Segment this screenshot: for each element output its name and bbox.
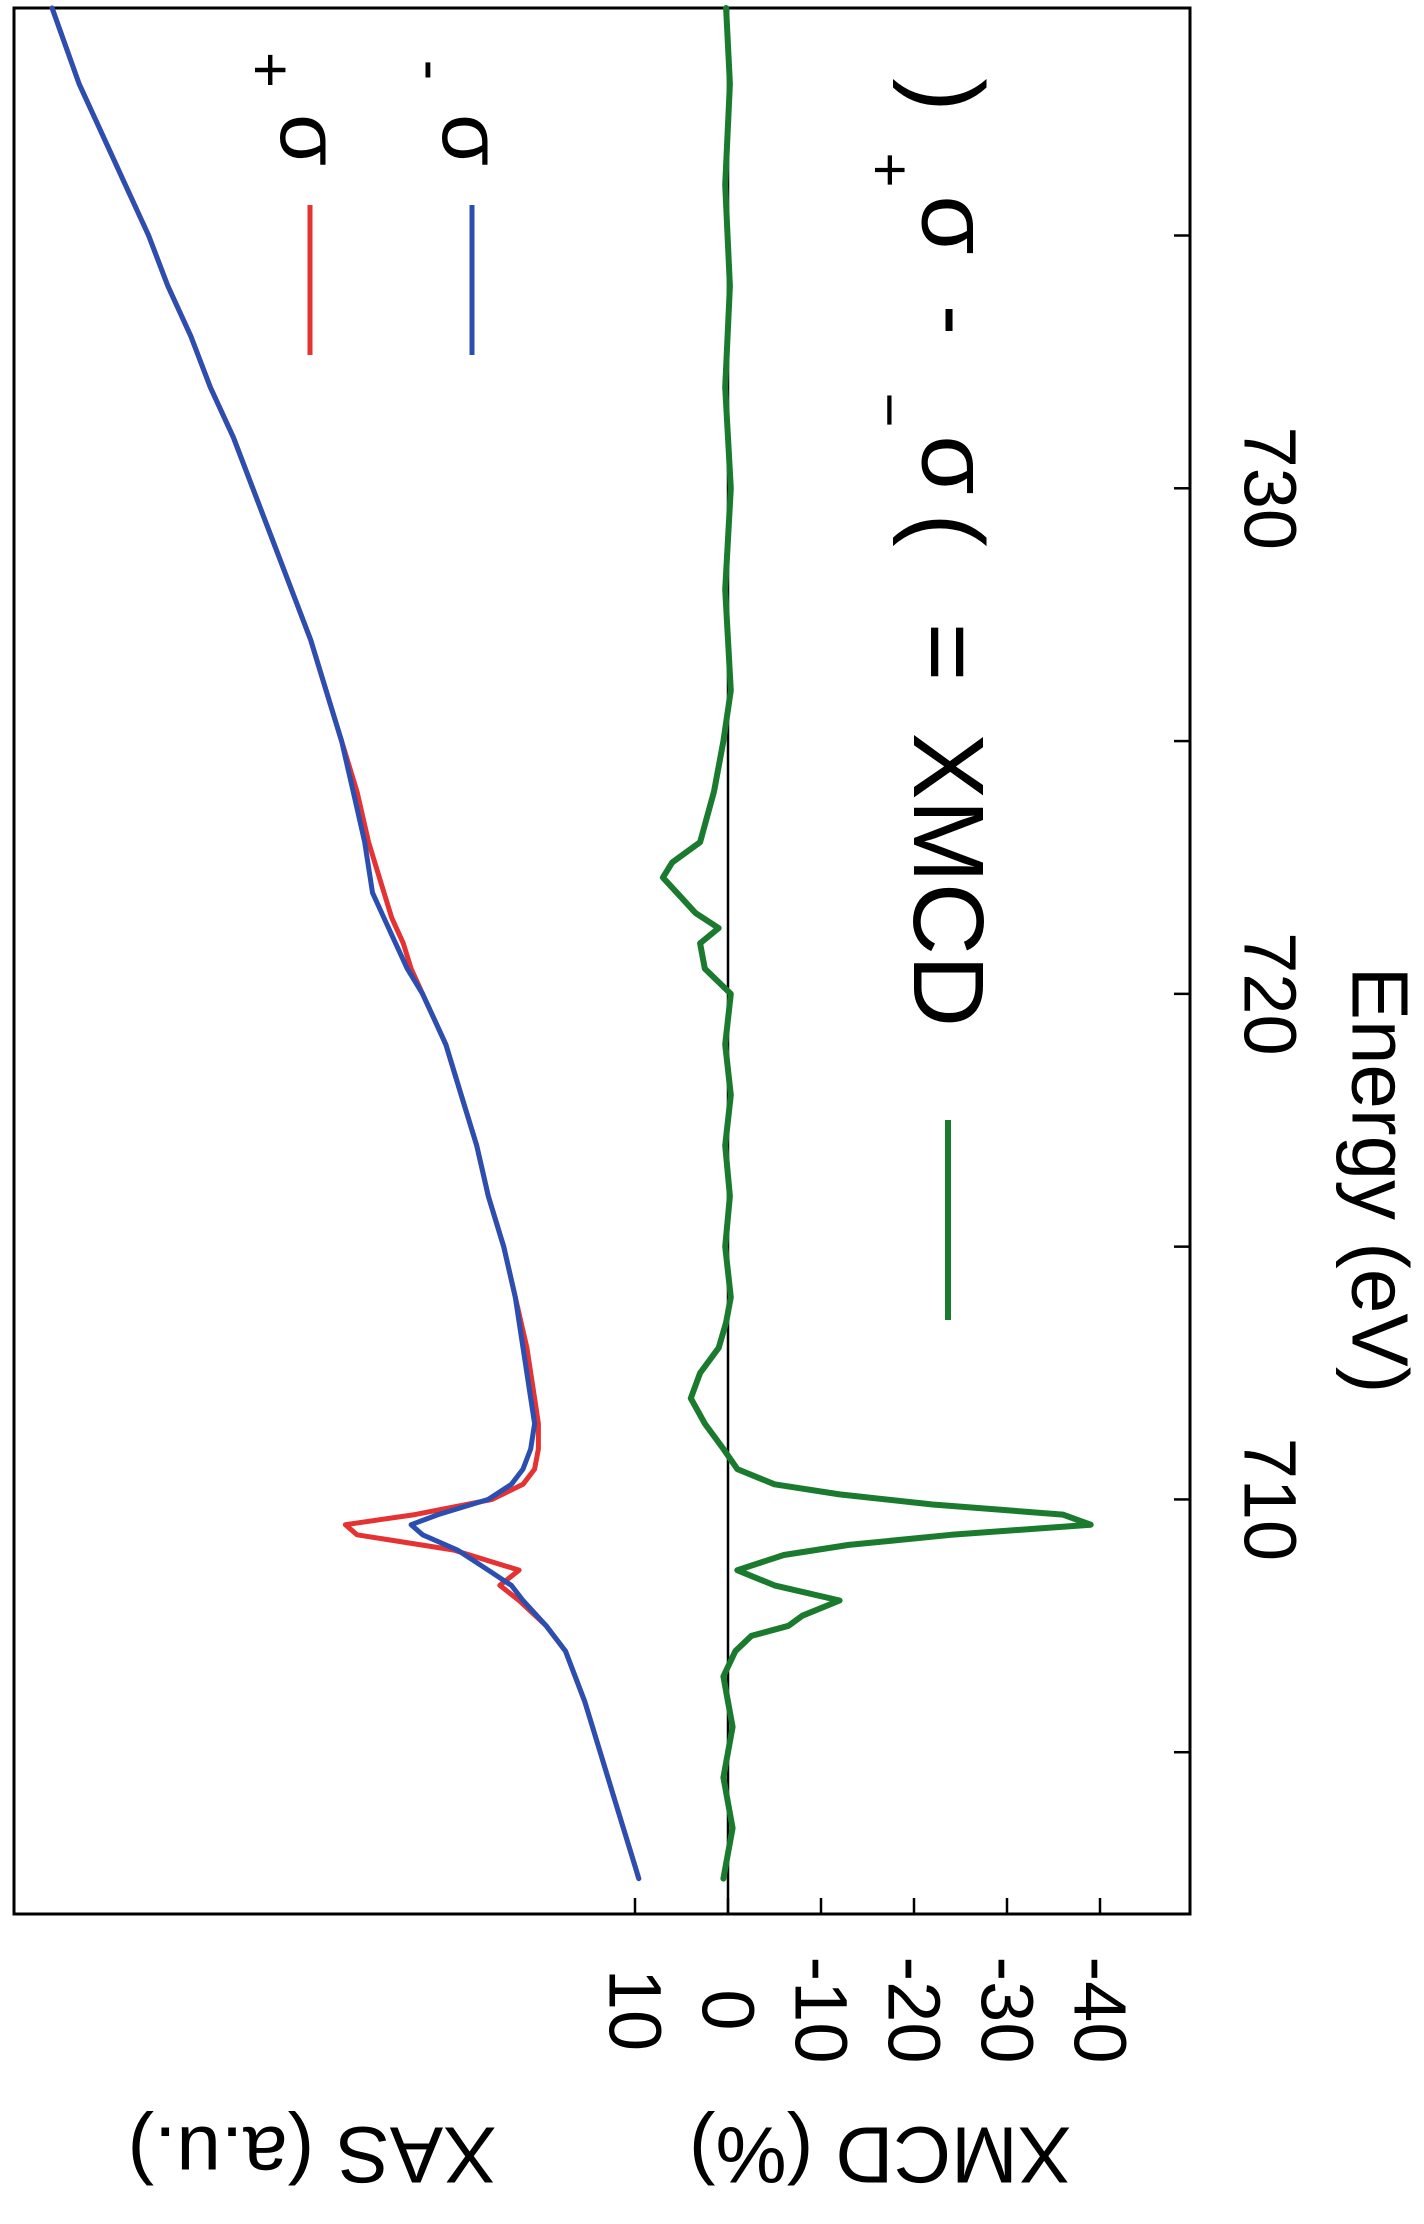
- xmcd-tick-label--30: -30: [966, 1957, 1049, 2064]
- energy-tick-label-730: 730: [1229, 427, 1312, 550]
- plot-frame: [12, 6, 1192, 1916]
- annotation-equals: =: [892, 623, 1004, 681]
- annotation-xmcd-text: XMCD: [892, 733, 1004, 1027]
- annotation-sup-plus: +: [857, 152, 924, 187]
- legend-sup-sigma-minus: -: [398, 60, 467, 81]
- xmcd-axis-label: XMCD (%): [689, 2111, 1071, 2200]
- energy-tick-label-720: 720: [1229, 932, 1312, 1055]
- legend-label-sigma-plus: σ: [263, 114, 357, 166]
- xmcd-tick-label--10: -10: [780, 1957, 863, 2064]
- annotation-minus: -: [905, 305, 1005, 335]
- xmcd-tick-label-0: 0: [687, 1989, 770, 2030]
- legend-label-sigma-minus: σ: [425, 114, 519, 166]
- xmcd-axis-ticks: [633, 1898, 1102, 1914]
- xas-axis-label: XAS (a.u.): [127, 2111, 496, 2200]
- annotation-sigma-minus: σ: [902, 435, 1009, 494]
- annotation-close-paren: ): [892, 78, 1004, 111]
- series-line-sigma-minus: [49, 5, 642, 1882]
- xmcd-tick-label--20: -20: [873, 1957, 956, 2064]
- series-line-sigma-plus: [49, 5, 642, 1882]
- series-line-xmcd: [659, 5, 1094, 1882]
- legend-sup-sigma-plus: +: [236, 52, 305, 88]
- annotation-open-paren: (: [892, 513, 1004, 546]
- energy-axis-label: Energy (eV): [1336, 967, 1424, 1394]
- energy-tick-label-710: 710: [1229, 1438, 1312, 1561]
- annotation-sigma-plus: σ: [902, 195, 1009, 254]
- energy-axis-ticks: [1174, 234, 1190, 1754]
- series-layer: [49, 5, 1094, 1882]
- xmcd-tick-label--40: -40: [1059, 1957, 1142, 2064]
- labels-layer: 710 720 730 Energy (eV) 10 0 -10 -20 -30 -40 XAS (…: [127, 52, 1424, 2200]
- annotation-sup-minus: −: [857, 392, 924, 427]
- xmcd-tick-label-10: 10: [594, 1969, 677, 2051]
